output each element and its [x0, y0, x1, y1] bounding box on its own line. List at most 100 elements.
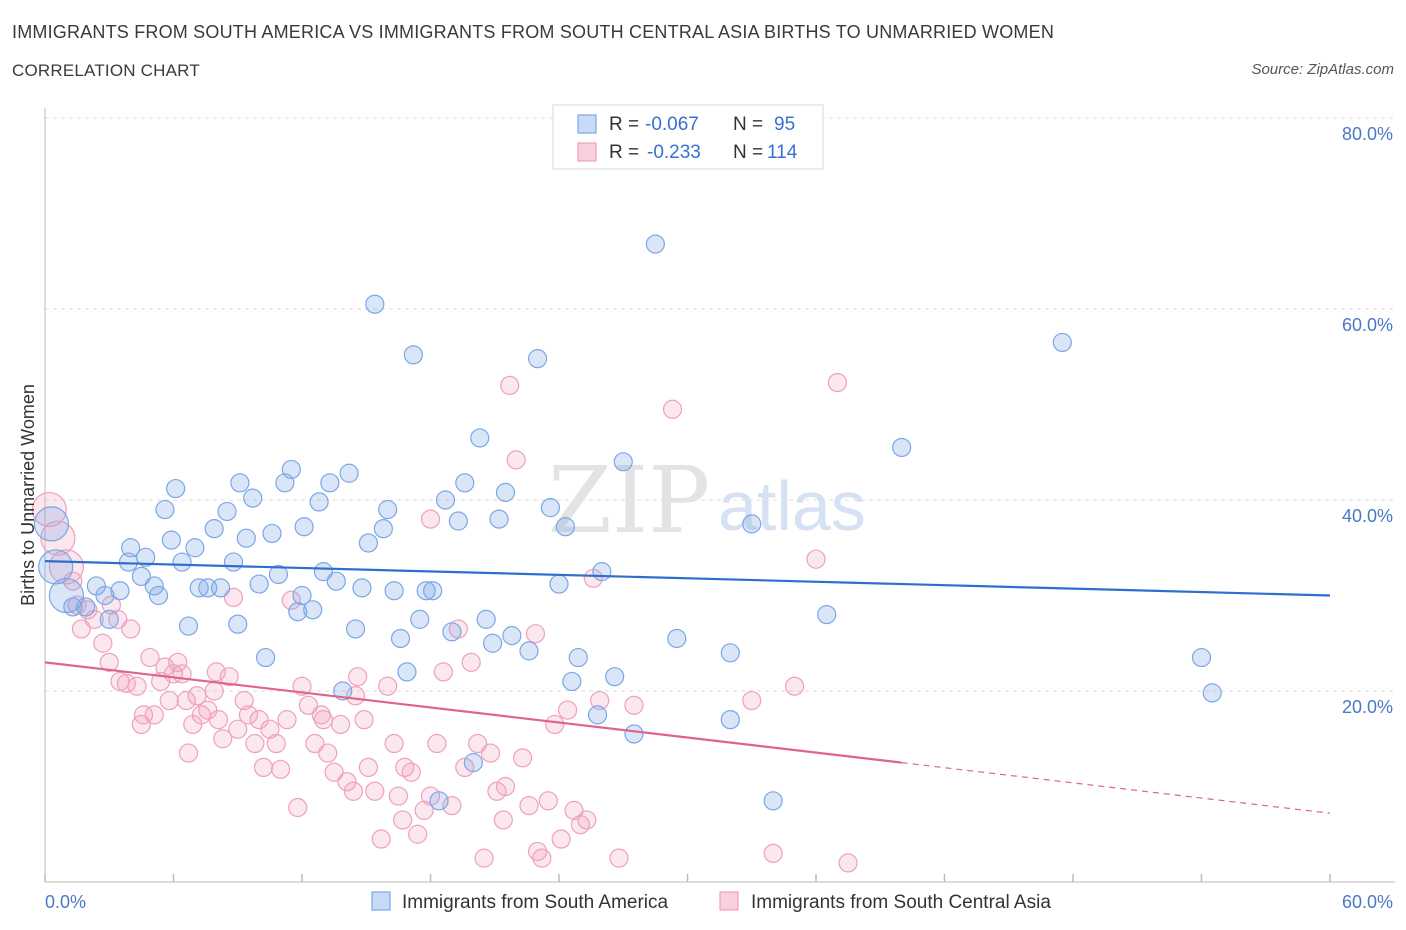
data-point-south-central-asia — [178, 743, 199, 763]
data-point-south-america — [667, 628, 687, 649]
data-point-south-america — [416, 581, 436, 601]
legend-r-label-pink: R = — [609, 142, 639, 163]
legend-r-value-pink: -0.233 — [647, 142, 701, 163]
data-point-south-central-asia — [433, 662, 453, 682]
trend-line-south-central-asia-extrapolated — [901, 762, 1331, 814]
data-point-south-america — [502, 626, 522, 646]
data-point-south-central-asia — [493, 810, 513, 830]
data-point-south-america — [185, 538, 205, 558]
data-point-south-central-asia — [219, 667, 239, 687]
data-point-south-central-asia — [223, 587, 244, 608]
data-point-south-central-asia — [121, 619, 141, 639]
data-point-south-america — [455, 473, 475, 493]
data-point-south-america — [178, 616, 199, 636]
data-point-south-central-asia — [461, 652, 481, 672]
data-point-south-america — [309, 492, 329, 512]
data-point-south-central-asia — [348, 667, 368, 687]
data-point-south-central-asia — [198, 700, 218, 720]
data-point-south-central-asia — [551, 829, 571, 849]
data-point-south-central-asia — [31, 491, 67, 528]
legend-r-value-blue: -0.067 — [645, 114, 699, 135]
data-point-south-america — [99, 609, 119, 629]
data-point-south-central-asia — [557, 700, 578, 720]
data-point-south-america — [378, 499, 398, 520]
chart-title: IMMIGRANTS FROM SOUTH AMERICA VS IMMIGRA… — [12, 22, 1055, 42]
data-point-south-central-asia — [260, 719, 280, 739]
data-point-south-america — [255, 647, 276, 668]
data-point-south-america — [339, 463, 359, 483]
y-tick-label: 40.0% — [1342, 506, 1393, 526]
data-point-south-central-asia — [245, 733, 265, 754]
data-point-south-america — [470, 428, 490, 448]
data-point-south-central-asia — [519, 795, 539, 816]
data-point-south-america — [645, 234, 665, 254]
data-point-south-central-asia — [354, 710, 374, 730]
data-point-south-central-asia — [806, 549, 826, 569]
legend-n-label-blue: N = — [733, 114, 763, 135]
data-point-south-central-asia — [337, 772, 357, 792]
data-point-south-america — [292, 585, 312, 606]
data-point-south-central-asia — [159, 690, 179, 711]
chart-subtitle: CORRELATION CHART — [12, 61, 200, 80]
data-point-south-america — [144, 576, 164, 596]
data-point-south-america — [33, 506, 70, 542]
series-south-america — [33, 234, 1222, 811]
data-point-south-central-asia — [564, 800, 584, 820]
data-point-south-central-asia — [545, 714, 565, 735]
data-point-south-central-asia — [277, 710, 297, 730]
data-point-south-central-asia — [101, 595, 121, 615]
data-point-south-central-asia — [662, 399, 683, 419]
bottom-legend-label-blue: Immigrants from South America — [402, 892, 669, 913]
watermark-atlas: atlas — [718, 467, 866, 545]
x-tick-label: 60.0% — [1342, 892, 1393, 912]
data-point-south-central-asia — [208, 710, 229, 730]
data-point-south-america — [294, 517, 314, 537]
data-point-south-america — [204, 519, 224, 539]
data-point-south-america — [243, 488, 263, 508]
data-point-south-america — [397, 662, 417, 682]
data-point-south-central-asia — [133, 705, 154, 725]
data-point-south-central-asia — [324, 762, 344, 782]
data-point-south-central-asia — [506, 450, 526, 470]
data-point-south-america — [763, 791, 783, 811]
legend-n-value-pink: 114 — [767, 142, 798, 163]
y-tick-label: 80.0% — [1342, 124, 1393, 144]
data-point-south-america — [495, 482, 516, 502]
data-point-south-central-asia — [495, 776, 516, 797]
data-point-south-america — [268, 564, 289, 585]
x-tick-label: 0.0% — [45, 892, 86, 912]
data-point-south-america — [489, 509, 509, 529]
data-point-south-central-asia — [401, 762, 421, 782]
data-point-south-central-asia — [388, 786, 408, 806]
data-point-south-america — [236, 528, 256, 548]
legend-n-value-blue: 95 — [774, 114, 795, 135]
data-point-south-central-asia — [590, 690, 610, 711]
data-point-south-america — [121, 538, 141, 558]
data-point-south-central-asia — [371, 829, 391, 849]
data-point-south-america — [390, 628, 411, 649]
data-point-south-america — [373, 519, 393, 539]
data-point-south-central-asia — [313, 710, 334, 730]
data-point-south-america — [288, 602, 308, 622]
data-point-south-america — [172, 552, 192, 572]
data-point-south-america — [892, 437, 912, 458]
data-point-south-central-asia — [474, 848, 494, 868]
y-tick-label: 20.0% — [1342, 697, 1393, 717]
data-point-south-central-asia — [763, 843, 783, 863]
data-point-south-central-asia — [330, 714, 351, 735]
data-point-south-america — [345, 619, 366, 639]
data-point-south-central-asia — [249, 710, 269, 730]
data-point-south-central-asia — [318, 743, 338, 763]
bottom-legend-swatch-blue — [371, 891, 391, 911]
data-point-south-central-asia — [358, 757, 378, 778]
y-tick-labels: 20.0% 40.0% 60.0% 80.0% — [1342, 124, 1393, 717]
data-point-south-central-asia — [176, 690, 196, 711]
data-point-south-america — [228, 614, 248, 634]
data-point-south-central-asia — [427, 733, 447, 754]
data-point-south-central-asia — [414, 800, 434, 820]
data-point-south-central-asia — [512, 748, 533, 768]
data-point-south-central-asia — [116, 673, 136, 693]
data-point-south-central-asia — [213, 729, 233, 749]
data-point-south-america — [423, 581, 443, 601]
data-point-south-central-asia — [480, 743, 501, 763]
